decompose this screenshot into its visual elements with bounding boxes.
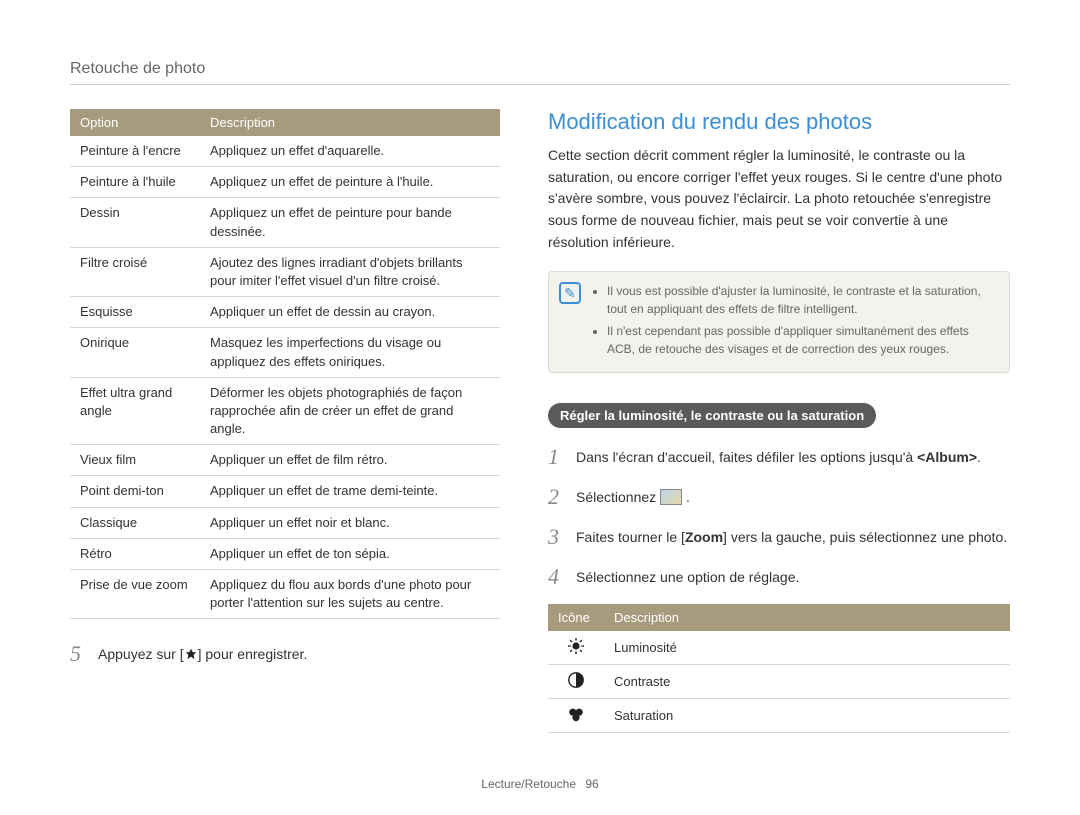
option-desc: Appliquez un effet de peinture à l'huile…	[200, 167, 500, 198]
step-1: 1 Dans l'écran d'accueil, faites défiler …	[548, 444, 1010, 470]
option-desc: Appliquez un effet de peinture pour band…	[200, 198, 500, 247]
options-th-desc: Description	[200, 109, 500, 136]
icon-table: Icône Description LuminositéContrasteSat…	[548, 604, 1010, 733]
table-row: Peinture à l'huileAppliquez un effet de …	[70, 167, 500, 198]
album-thumb-icon	[660, 489, 682, 505]
contrast-icon	[567, 671, 585, 689]
footer-section: Lecture/Retouche	[481, 777, 576, 791]
step-text: Dans l'écran d'accueil, faites défiler l…	[576, 444, 981, 469]
table-row: Point demi-tonAppliquer un effet de tram…	[70, 476, 500, 507]
table-row: Effet ultra grand angleDéformer les obje…	[70, 377, 500, 445]
option-desc: Appliquer un effet de trame demi-teinte.	[200, 476, 500, 507]
option-desc: Appliquer un effet de dessin au crayon.	[200, 297, 500, 328]
step-number: 1	[548, 444, 566, 470]
left-column: Option Description Peinture à l'encreApp…	[70, 109, 500, 733]
subheading-bar: Régler la luminosité, le contraste ou la…	[548, 403, 876, 428]
option-desc: Déformer les objets photographiés de faç…	[200, 377, 500, 445]
option-desc: Ajoutez des lignes irradiant d'objets br…	[200, 247, 500, 296]
step-text: Sélectionnez une option de réglage.	[576, 564, 799, 589]
table-row: DessinAppliquez un effet de peinture pou…	[70, 198, 500, 247]
step-5: 5 Appuyez sur [ ] pour enregistrer.	[70, 641, 500, 667]
options-table: Option Description Peinture à l'encreApp…	[70, 109, 500, 619]
option-name: Onirique	[70, 328, 200, 377]
note-item: Il vous est possible d'ajuster la lumino…	[607, 282, 995, 318]
option-desc: Appliquer un effet noir et blanc.	[200, 507, 500, 538]
page-title: Retouche de photo	[70, 60, 1010, 85]
option-name: Effet ultra grand angle	[70, 377, 200, 445]
step5-after: ] pour enregistrer.	[198, 646, 308, 662]
step5-before: Appuyez sur [	[98, 646, 184, 662]
icon-cell	[548, 665, 604, 699]
table-row: ClassiqueAppliquer un effet noir et blan…	[70, 507, 500, 538]
table-row: OniriqueMasquez les imperfections du vis…	[70, 328, 500, 377]
option-name: Prise de vue zoom	[70, 570, 200, 619]
step-text: Faites tourner le [Zoom] vers la gauche,…	[576, 524, 1007, 549]
icon-desc: Saturation	[604, 699, 1010, 733]
option-name: Filtre croisé	[70, 247, 200, 296]
brightness-icon	[567, 637, 585, 655]
option-desc: Appliquez un effet d'aquarelle.	[200, 136, 500, 167]
option-name: Classique	[70, 507, 200, 538]
note-icon: ✎	[559, 282, 581, 304]
right-column: Modification du rendu des photos Cette s…	[548, 109, 1010, 733]
icon-desc: Luminosité	[604, 631, 1010, 665]
option-desc: Masquez les imperfections du visage ou a…	[200, 328, 500, 377]
step-2: 2 Sélectionnez .	[548, 484, 1010, 510]
note-box: ✎ Il vous est possible d'ajuster la lumi…	[548, 271, 1010, 373]
step-4: 4 Sélectionnez une option de réglage.	[548, 564, 1010, 590]
option-name: Vieux film	[70, 445, 200, 476]
option-name: Peinture à l'huile	[70, 167, 200, 198]
section-heading: Modification du rendu des photos	[548, 109, 1010, 135]
option-desc: Appliquez du flou aux bords d'une photo …	[200, 570, 500, 619]
table-row: Saturation	[548, 699, 1010, 733]
step-3: 3 Faites tourner le [Zoom] vers la gauche…	[548, 524, 1010, 550]
table-row: RétroAppliquer un effet de ton sépia.	[70, 538, 500, 569]
option-name: Point demi-ton	[70, 476, 200, 507]
options-th-option: Option	[70, 109, 200, 136]
step-number: 5	[70, 641, 88, 667]
intro-paragraph: Cette section décrit comment régler la l…	[548, 145, 1010, 253]
option-desc: Appliquer un effet de ton sépia.	[200, 538, 500, 569]
step-text: Appuyez sur [ ] pour enregistrer.	[98, 641, 307, 666]
table-row: Vieux filmAppliquer un effet de film rét…	[70, 445, 500, 476]
table-row: Filtre croiséAjoutez des lignes irradian…	[70, 247, 500, 296]
option-name: Peinture à l'encre	[70, 136, 200, 167]
step-number: 4	[548, 564, 566, 590]
table-row: Peinture à l'encreAppliquez un effet d'a…	[70, 136, 500, 167]
option-name: Rétro	[70, 538, 200, 569]
table-row: Prise de vue zoomAppliquez du flou aux b…	[70, 570, 500, 619]
icon-th-icon: Icône	[548, 604, 604, 631]
saturation-icon	[567, 705, 585, 723]
table-row: Contraste	[548, 665, 1010, 699]
icon-cell	[548, 631, 604, 665]
footer-page: 96	[585, 777, 598, 791]
table-row: Luminosité	[548, 631, 1010, 665]
step-text: Sélectionnez .	[576, 484, 690, 509]
footer: Lecture/Retouche 96	[0, 777, 1080, 791]
step-number: 2	[548, 484, 566, 510]
option-desc: Appliquer un effet de film rétro.	[200, 445, 500, 476]
note-item: Il n'est cependant pas possible d'appliq…	[607, 322, 995, 358]
option-name: Dessin	[70, 198, 200, 247]
icon-cell	[548, 699, 604, 733]
step-number: 3	[548, 524, 566, 550]
icon-desc: Contraste	[604, 665, 1010, 699]
down-flower-icon	[184, 647, 198, 661]
table-row: EsquisseAppliquer un effet de dessin au …	[70, 297, 500, 328]
option-name: Esquisse	[70, 297, 200, 328]
icon-th-desc: Description	[604, 604, 1010, 631]
